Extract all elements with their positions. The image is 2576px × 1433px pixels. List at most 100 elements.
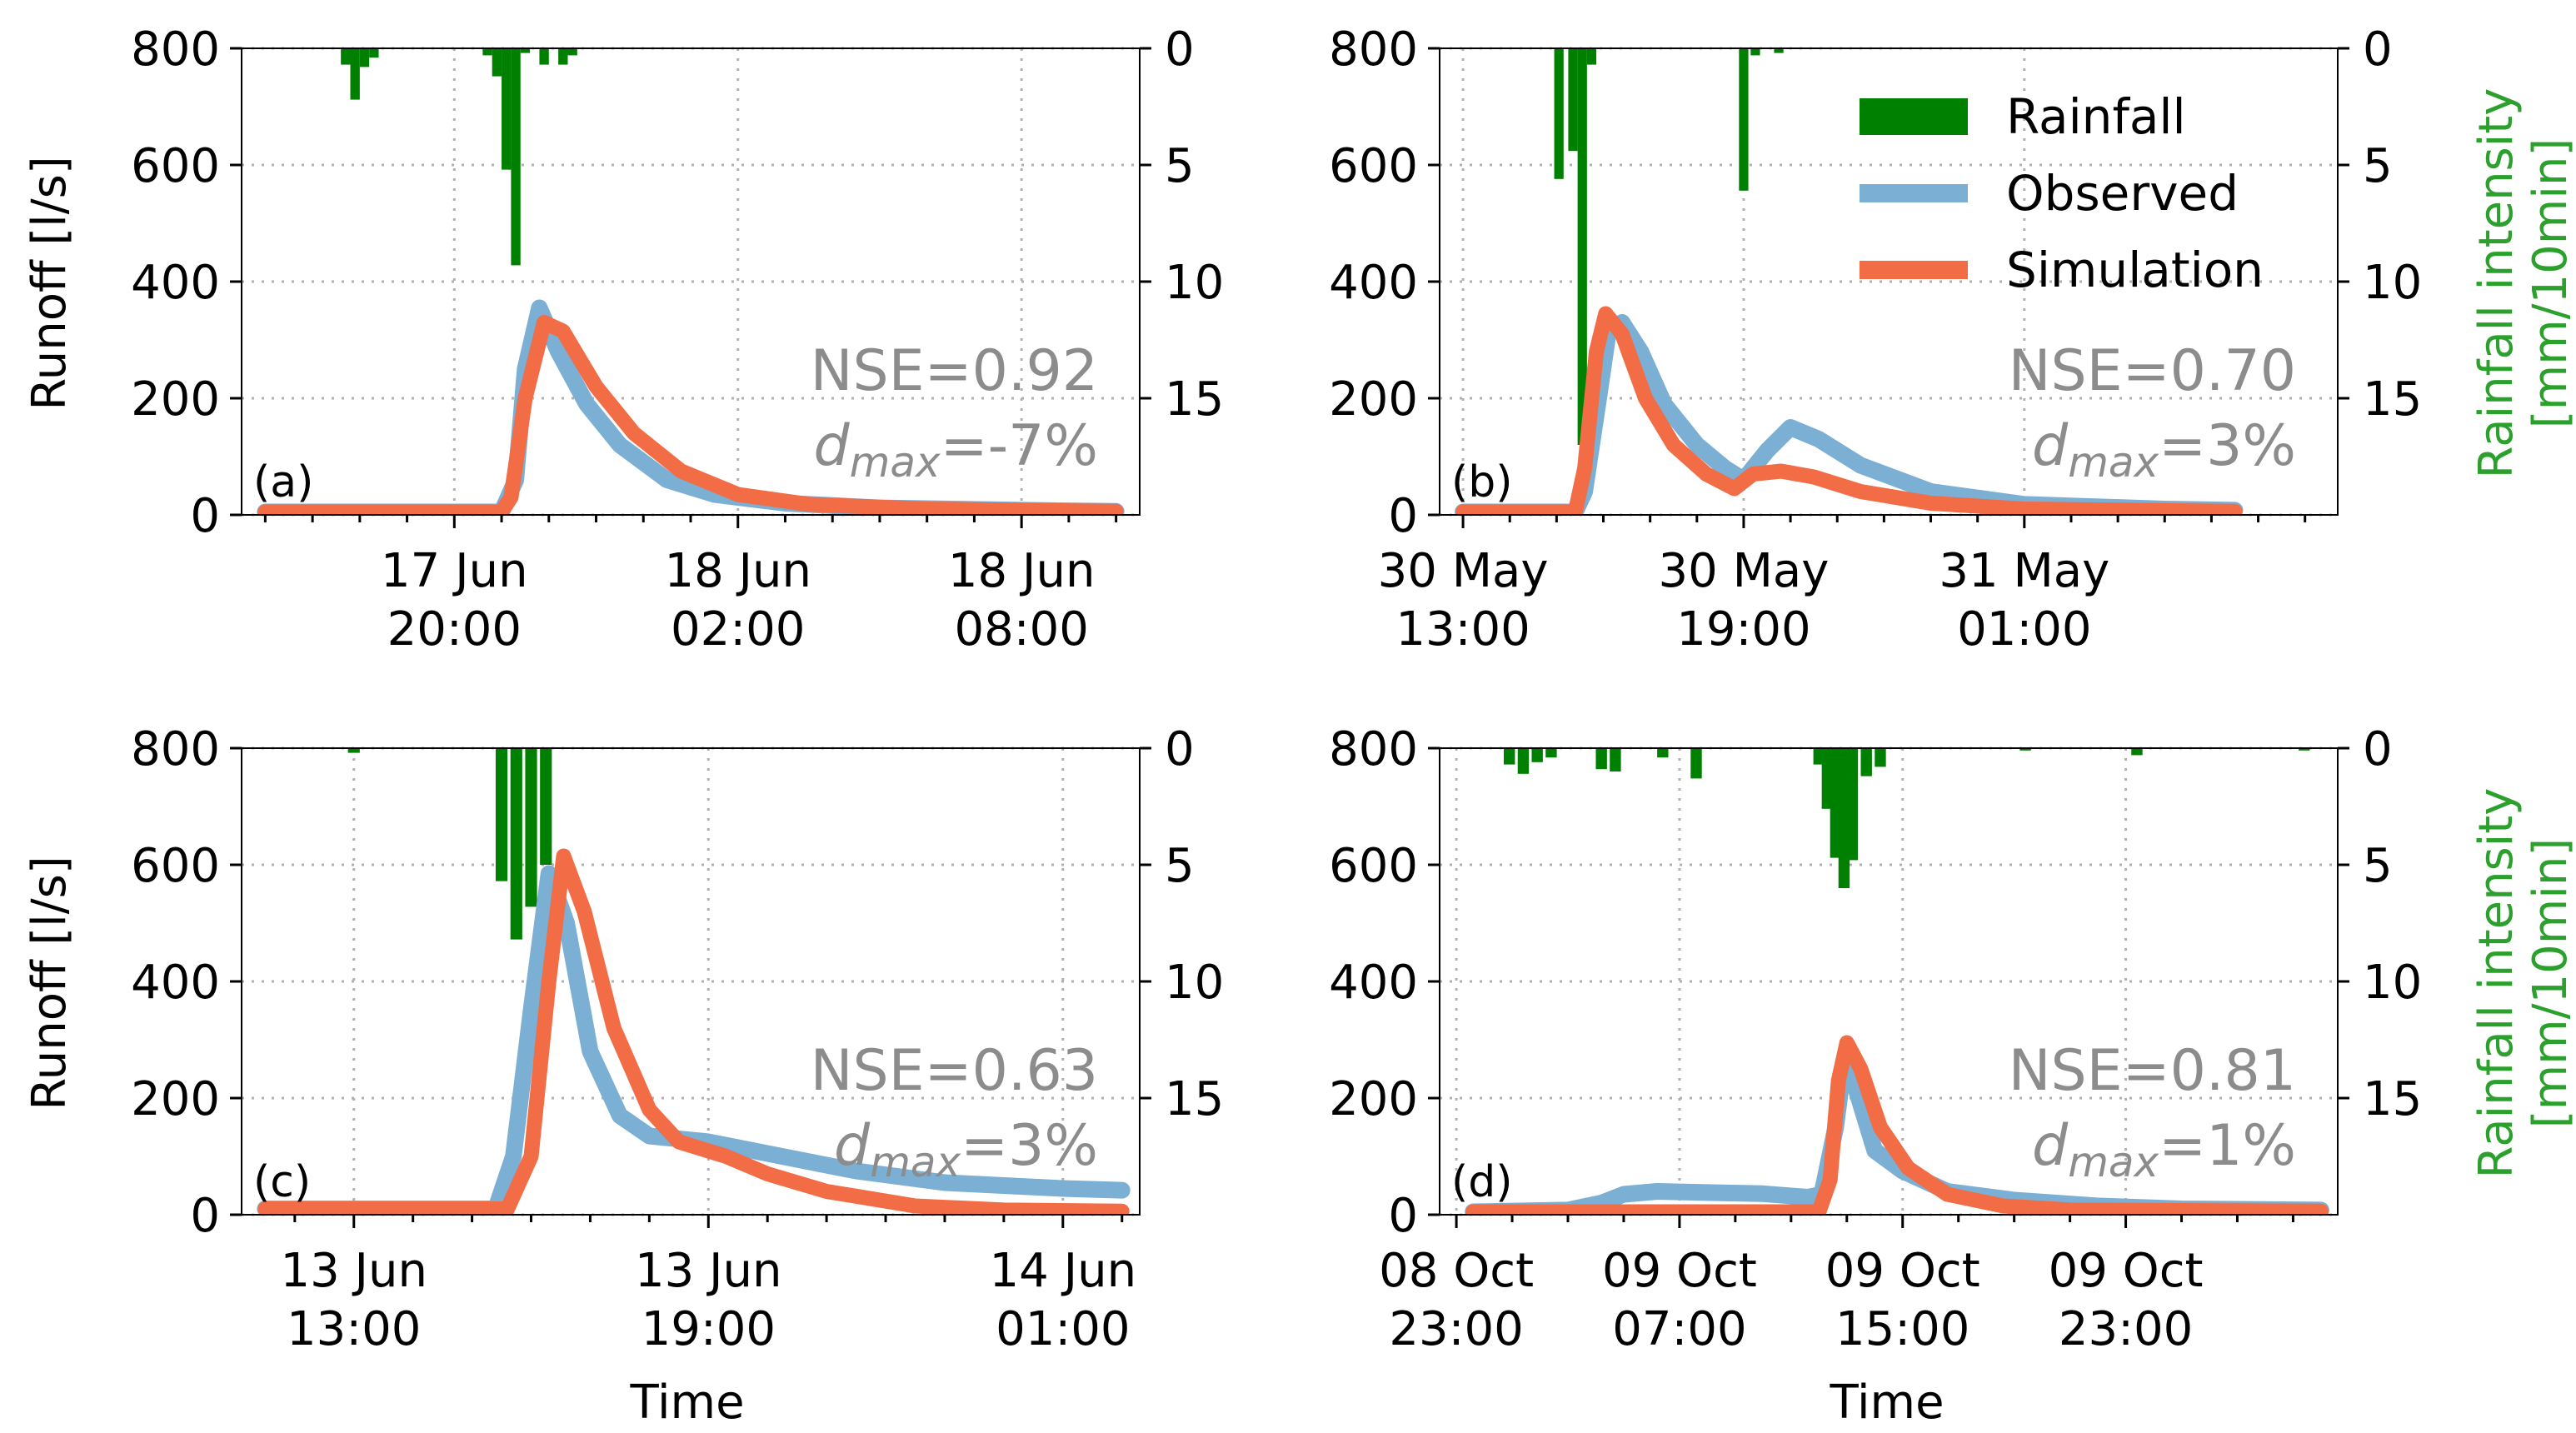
x-tick-label-date: 18 Jun [948,544,1096,598]
rain-tick-label: 15 [2363,372,2422,427]
time-axis-title-right: Time [1829,1376,1944,1430]
x-tick-label-time: 01:00 [996,1302,1130,1356]
rainfall-bar [558,48,568,65]
rainfall-series [347,748,552,940]
rain-axis-title-top: Rainfall intensity [mm/10min] [2469,88,2576,479]
legend-rainfall-label: Rainfall [2006,88,2186,145]
rainfall-bar [1690,748,1702,779]
rain-tick-label: 10 [1165,956,1224,1010]
rainfall-bar [540,748,552,865]
rainfall-bar [510,748,522,940]
rainfall-bar [1657,748,1669,758]
legend-simulation-label: Simulation [2006,242,2264,298]
rain-tick-label: 15 [1165,372,1224,427]
rain-tick-label: 5 [2363,139,2393,193]
rainfall-bar [350,48,360,100]
legend-rainfall-swatch [1860,98,1968,135]
y-tick-label: 0 [190,489,220,543]
rainfall-bar [1568,48,1578,152]
rain-axis-title-line2: [mm/10min] [2524,838,2576,1129]
y-tick-label: 800 [1329,22,1418,77]
dmax-stat: dmax=3% [2032,413,2296,487]
y-tick-label: 400 [1329,256,1418,310]
rainfall-bar [369,48,379,58]
x-tick-label-time: 08:00 [954,602,1088,657]
x-tick-label-time: 23:00 [1389,1302,1523,1356]
x-tick-label-date: 18 Jun [664,544,811,598]
rain-tick-label: 0 [1165,22,1195,77]
rainfall-bar [2299,748,2310,751]
rainfall-bar [539,48,549,65]
panel-label: (b) [1451,457,1513,507]
rain-tick-label: 10 [2363,256,2422,310]
rainfall-bar [1545,748,1557,758]
y-tick-label: 600 [131,139,220,193]
x-tick-label-time: 23:00 [2059,1302,2193,1356]
x-tick-label-time: 20:00 [387,602,522,657]
rainfall-bar [1860,748,1872,776]
rainfall-bar [1838,748,1850,888]
y-axis-left: 0 200 400 600 800 [1329,722,1440,1243]
y-axis-right: 0 5 10 15 [2338,722,2422,1126]
y-tick-label: 200 [131,372,220,427]
runoff-axis-title-top: Runoff [l/s] [22,156,77,410]
x-tick-label-date: 13 Jun [635,1244,782,1298]
x-tick-label-time: 07:00 [1612,1302,1746,1356]
nse-stat: NSE=0.63 [811,1038,1098,1104]
rainfall-bar [1610,748,1621,771]
x-tick-label-date: 14 Jun [990,1244,1137,1298]
y-tick-label: 400 [131,256,220,310]
y-tick-label: 800 [131,722,220,776]
rainfall-series [1554,48,1784,445]
rainfall-bar [1774,48,1784,53]
rainfall-bar [1739,48,1749,191]
simulation-line [1455,306,2243,515]
rainfall-bar [1750,48,1760,56]
rainfall-bar [1504,748,1515,765]
rainfall-bar [347,748,360,753]
rain-axis-title-line2: [mm/10min] [2524,138,2576,429]
simulation-line [257,315,1124,515]
rain-axis-title-line1: Rainfall intensity [2469,88,2524,479]
y-axis-left: 0 200 400 600 800 [131,22,242,543]
x-tick-label-date: 09 Oct [2049,1244,2204,1298]
rainfall-bar [495,748,508,881]
legend-observed-label: Observed [2006,165,2239,222]
plot-area [1455,48,2244,515]
y-tick-label: 200 [1329,372,1418,427]
y-tick-label: 0 [1388,1189,1418,1243]
x-tick-label-time: 15:00 [1835,1302,1969,1356]
y-tick-label: 0 [190,1189,220,1243]
rain-tick-label: 0 [1165,722,1195,776]
rainfall-series [341,48,577,266]
x-tick-label-date: 17 Jun [381,544,528,598]
rainfall-bar [502,48,512,170]
rainfall-bar [341,48,351,65]
y-tick-label: 600 [1329,839,1418,893]
y-tick-label: 200 [1329,1072,1418,1126]
rainfall-bar [1586,48,1597,65]
panel-label: (c) [253,1157,311,1207]
y-tick-label: 800 [131,22,220,77]
simulation-line [1465,1035,2329,1215]
rain-tick-label: 10 [2363,956,2422,1010]
y-axis-right: 0 5 10 15 [2338,22,2422,427]
y-tick-label: 600 [131,839,220,893]
rainfall-bar [1517,748,1530,774]
rainfall-bar [2131,748,2143,756]
rain-axis-title-bottom: Rainfall intensity [mm/10min] [2469,788,2576,1179]
x-tick-label-time: 13:00 [1395,602,1530,657]
x-tick-label-time: 13:00 [287,1302,421,1356]
y-axis-left: 0 200 400 600 800 [131,722,242,1243]
rainfall-bar [520,48,531,53]
rainfall-bar [1554,48,1564,179]
y-tick-label: 0 [1388,489,1418,543]
runoff-axis-title-bottom: Runoff [l/s] [22,856,77,1110]
rain-axis-title-line1: Rainfall intensity [2469,788,2524,1179]
rainfall-bar [1577,48,1587,445]
rainfall-bar [525,748,537,907]
